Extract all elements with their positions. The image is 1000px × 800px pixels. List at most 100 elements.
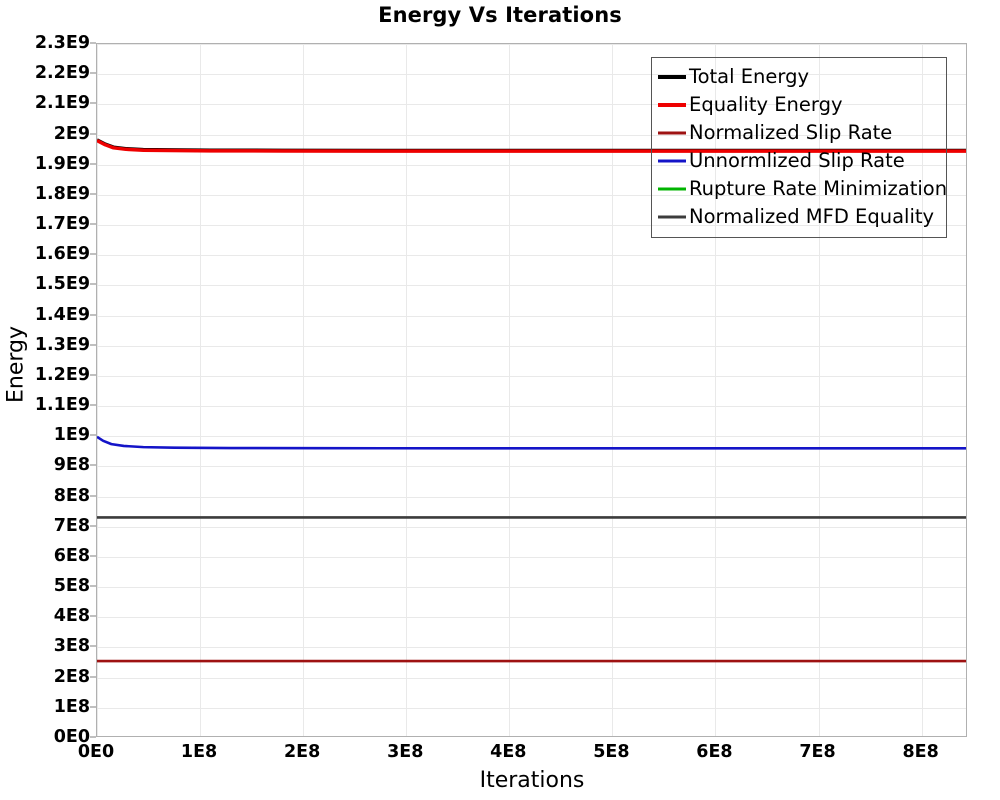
gridline-vertical: [612, 44, 613, 736]
legend-color-swatch-icon: [658, 70, 686, 84]
y-tick-mark: [90, 72, 96, 74]
y-tick-mark: [90, 736, 96, 738]
gridline-horizontal: [97, 466, 966, 467]
y-tick-label: 1.1E9: [34, 395, 90, 416]
y-tick-label: 0E0: [53, 727, 90, 747]
gridline-horizontal: [97, 255, 966, 256]
legend-item-label: Normalized MFD Equality: [689, 205, 935, 228]
legend-color-swatch-icon: [658, 98, 686, 112]
y-tick-mark: [90, 525, 96, 527]
gridline-vertical: [509, 44, 510, 736]
gridline-horizontal: [97, 316, 966, 317]
y-tick-mark: [90, 253, 96, 255]
legend-item-label: Normalized Slip Rate: [689, 121, 893, 144]
y-tick-mark: [90, 645, 96, 647]
y-tick-label: 1.7E9: [34, 214, 90, 235]
gridline-vertical: [715, 44, 716, 736]
y-tick-label: 2.1E9: [34, 93, 90, 114]
gridline-horizontal: [97, 436, 966, 437]
legend-item[interactable]: Total Energy: [658, 63, 940, 91]
y-tick-mark: [90, 434, 96, 436]
series-line: [97, 435, 966, 450]
y-tick-label: 3E8: [53, 636, 90, 657]
gridline-horizontal: [97, 587, 966, 588]
series-line: [97, 139, 966, 153]
x-tick-label: 7E8: [799, 742, 836, 762]
legend-item-label: Unnormlized Slip Rate: [689, 149, 905, 172]
gridline-horizontal: [97, 165, 966, 166]
y-tick-label: 1.3E9: [34, 334, 90, 355]
legend-item[interactable]: Normalized Slip Rate: [658, 119, 940, 147]
x-tick-label: 4E8: [490, 742, 527, 762]
x-tick-label: 3E8: [387, 742, 424, 762]
y-tick-mark: [90, 615, 96, 617]
x-tick-label: 5E8: [593, 742, 630, 762]
y-tick-mark: [90, 706, 96, 708]
y-tick-label: 1E9: [53, 425, 90, 446]
x-tick-label: 2E8: [283, 742, 321, 762]
y-tick-mark: [90, 404, 96, 406]
gridline-horizontal: [97, 135, 966, 136]
legend-color-swatch-icon: [658, 154, 686, 168]
gridline-horizontal: [97, 104, 966, 105]
y-tick-label: 1.8E9: [34, 183, 90, 204]
legend-item[interactable]: Normalized MFD Equality: [658, 203, 940, 231]
y-tick-label: 5E8: [53, 576, 90, 597]
plot-area: [96, 43, 967, 737]
y-tick-mark: [90, 374, 96, 376]
gridline-horizontal: [97, 346, 966, 347]
x-tick-label: 0E0: [77, 742, 115, 762]
legend-color-swatch-icon: [658, 126, 686, 140]
y-axis-tick-labels: 0E0 1E8 2E8 3E8 4E8 5E8 6E8 7E8 8E8 9E8 1E9 1.1E9 1.…: [0, 33, 96, 747]
legend-item[interactable]: Unnormlized Slip Rate: [658, 147, 940, 175]
x-axis-tick-labels: 0E0 1E8 2E8 3E8 4E8 5E8 6E8 7E8 8E8: [78, 742, 967, 768]
gridline-horizontal: [97, 617, 966, 618]
gridline-horizontal: [97, 497, 966, 498]
gridline-horizontal: [97, 74, 966, 75]
y-tick-label: 1E8: [53, 696, 90, 717]
y-tick-mark: [90, 585, 96, 587]
y-tick-label: 1.2E9: [34, 364, 90, 385]
y-tick-label: 2E9: [53, 123, 90, 144]
gridline-horizontal: [97, 557, 966, 558]
y-tick-label: 4E8: [53, 606, 90, 627]
legend-item[interactable]: Rupture Rate Minimization: [658, 175, 947, 203]
gridline-vertical: [922, 44, 923, 736]
y-tick-mark: [90, 555, 96, 557]
y-tick-mark: [90, 344, 96, 346]
gridline-vertical: [303, 44, 304, 736]
y-tick-mark: [90, 464, 96, 466]
gridline-vertical: [819, 44, 820, 736]
legend-item-label: Rupture Rate Minimization: [689, 177, 948, 200]
y-tick-mark: [90, 42, 96, 44]
legend-item-label: Equality Energy: [689, 93, 843, 116]
y-tick-label: 1.5E9: [34, 274, 90, 295]
x-axis-label: Iterations: [479, 768, 585, 793]
y-tick-label: 8E8: [53, 485, 90, 506]
chart-title: Energy Vs Iterations: [378, 3, 622, 27]
y-tick-label: 1.4E9: [34, 304, 90, 325]
y-tick-mark: [90, 193, 96, 195]
y-tick-mark: [90, 314, 96, 316]
gridline-vertical: [200, 44, 201, 736]
y-tick-mark: [90, 283, 96, 285]
y-tick-mark: [90, 102, 96, 104]
legend-color-swatch-icon: [658, 182, 686, 196]
y-tick-mark: [90, 133, 96, 135]
legend-color-swatch-icon: [658, 210, 686, 224]
y-tick-label: 1.6E9: [34, 244, 90, 265]
y-tick-label: 6E8: [53, 545, 90, 566]
y-tick-label: 2E8: [53, 666, 90, 687]
y-tick-label: 7E8: [53, 515, 90, 536]
x-tick-label: 8E8: [902, 742, 939, 762]
gridline-horizontal: [97, 285, 966, 286]
y-tick-mark: [90, 223, 96, 225]
gridline-horizontal: [97, 708, 966, 709]
legend-item-label: Total Energy: [689, 65, 810, 88]
y-tick-mark: [90, 495, 96, 497]
gridline-vertical: [406, 44, 407, 736]
gridline-vertical: [97, 44, 98, 736]
legend-item[interactable]: Equality Energy: [658, 91, 940, 119]
y-tick-mark: [90, 676, 96, 678]
